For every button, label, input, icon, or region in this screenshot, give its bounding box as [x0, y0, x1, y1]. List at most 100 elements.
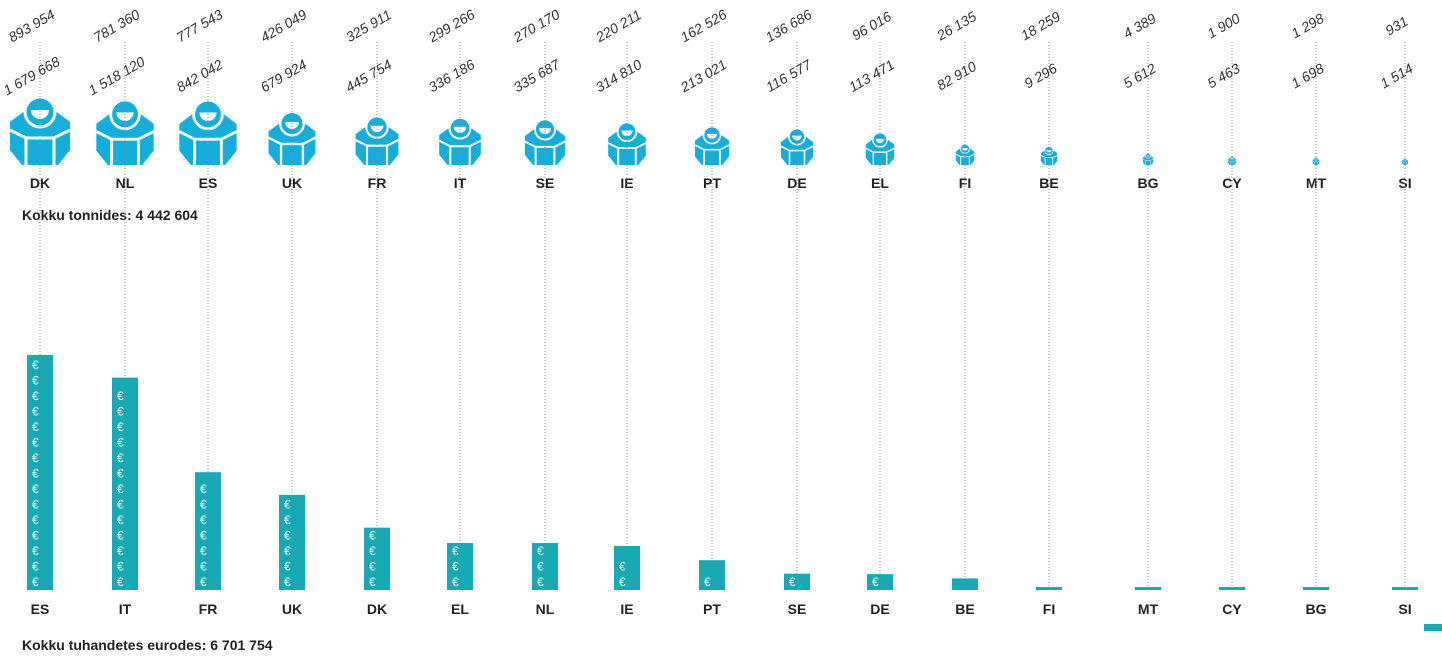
euro-symbol: €: [200, 513, 207, 527]
icon-line: [1040, 155, 1058, 165]
euro-symbol: €: [32, 575, 39, 589]
euro-symbol: €: [32, 451, 39, 465]
total-euros: Kokku tuhandetes eurodes: 6 701 754: [22, 637, 273, 653]
value-label: 116 577: [763, 56, 815, 95]
euro-symbol: €: [200, 544, 207, 558]
euro-symbol: €: [537, 575, 544, 589]
euro-symbol: €: [32, 513, 39, 527]
euro-symbol: €: [117, 420, 124, 434]
category-label: MT: [1138, 601, 1159, 617]
euro-symbol: €: [284, 529, 291, 543]
fish-icon: [438, 116, 482, 166]
category-label: FR: [199, 601, 218, 617]
fish-icon: [268, 110, 316, 165]
value-label: 679 924: [258, 56, 310, 95]
value-label: 1 679 668: [1, 53, 63, 98]
bar: [784, 573, 810, 590]
icon-face: [706, 133, 718, 139]
euro-symbol: €: [452, 544, 459, 558]
fish-icon: [865, 131, 895, 166]
euro-symbol: €: [117, 544, 124, 558]
value-label: 82 910: [934, 58, 979, 93]
value-label: 18 259: [1018, 8, 1063, 43]
euro-symbol: €: [284, 575, 291, 589]
euro-symbol: €: [369, 575, 376, 589]
category-label: DK: [367, 601, 387, 617]
euro-symbol: €: [32, 467, 39, 481]
value-label: 299 266: [425, 6, 478, 46]
value-label: 1 518 120: [86, 53, 148, 98]
value-label: 113 471: [846, 56, 897, 95]
value-label: 842 042: [174, 56, 226, 95]
euro-symbol: €: [117, 513, 124, 527]
icon-face: [962, 148, 968, 151]
value-label: 893 954: [6, 6, 58, 45]
category-label: CY: [1222, 601, 1242, 617]
value-label: 325 911: [343, 6, 394, 45]
value-label: 213 021: [677, 56, 730, 96]
category-label: EL: [451, 601, 469, 617]
value-label: 336 186: [426, 56, 478, 95]
icon-line: [355, 139, 399, 165]
value-label: 162 526: [678, 6, 730, 45]
euro-symbol: €: [32, 358, 39, 372]
category-label: PT: [703, 601, 721, 617]
icon-face: [792, 135, 802, 141]
bar: [112, 377, 138, 590]
bar: [27, 355, 53, 590]
icon-face: [538, 128, 552, 135]
euro-symbol: €: [32, 544, 39, 558]
euro-symbol: €: [704, 575, 711, 589]
value-label: 426 049: [258, 6, 310, 45]
icon-line: [524, 140, 566, 165]
euro-symbol: €: [200, 529, 207, 543]
icon-line: [95, 130, 155, 166]
euro-symbol: €: [117, 529, 124, 543]
fish-icon: [694, 125, 730, 166]
category-label: IE: [620, 601, 633, 617]
euro-symbol: €: [117, 436, 124, 450]
euro-symbol: €: [117, 560, 124, 574]
euro-symbol: €: [284, 560, 291, 574]
euro-symbol: €: [619, 560, 626, 574]
bar: [1303, 587, 1329, 590]
euro-symbol: €: [32, 405, 39, 419]
icon-line: [1312, 160, 1320, 165]
euro-symbol: €: [284, 544, 291, 558]
value-label: 5 463: [1204, 60, 1243, 91]
value-label: 220 211: [592, 6, 644, 45]
bar: [699, 560, 725, 590]
bar: [195, 472, 221, 590]
euro-symbol: €: [32, 529, 39, 543]
icon-line: [607, 142, 647, 165]
euro-symbol: €: [369, 529, 376, 543]
decor: [1424, 624, 1442, 631]
fish-icon: [607, 121, 647, 165]
value-label: 777 543: [174, 6, 226, 45]
euro-symbol: €: [32, 560, 39, 574]
bar: [1135, 587, 1161, 590]
euro-symbol: €: [32, 420, 39, 434]
euro-symbol: €: [117, 482, 124, 496]
euro-symbol: €: [369, 544, 376, 558]
category-label: SI: [1398, 601, 1411, 617]
fish-icon: [1312, 157, 1320, 165]
euro-symbol: €: [200, 560, 207, 574]
euro-symbol: €: [789, 575, 796, 589]
value-label: 96 016: [849, 8, 894, 43]
icon-line: [438, 139, 482, 166]
euro-symbol: €: [537, 544, 544, 558]
icon-line: [178, 130, 238, 166]
icon-line: [1228, 160, 1236, 166]
bar: [532, 543, 558, 590]
icon-line: [268, 136, 316, 165]
fish-icon: [1142, 153, 1154, 166]
icon-face: [875, 138, 885, 144]
icon-face: [370, 125, 384, 133]
euro-symbol: €: [284, 513, 291, 527]
category-label: NL: [536, 601, 555, 617]
bar: [867, 574, 893, 590]
euro-symbol: €: [117, 451, 124, 465]
euro-symbol: €: [32, 498, 39, 512]
